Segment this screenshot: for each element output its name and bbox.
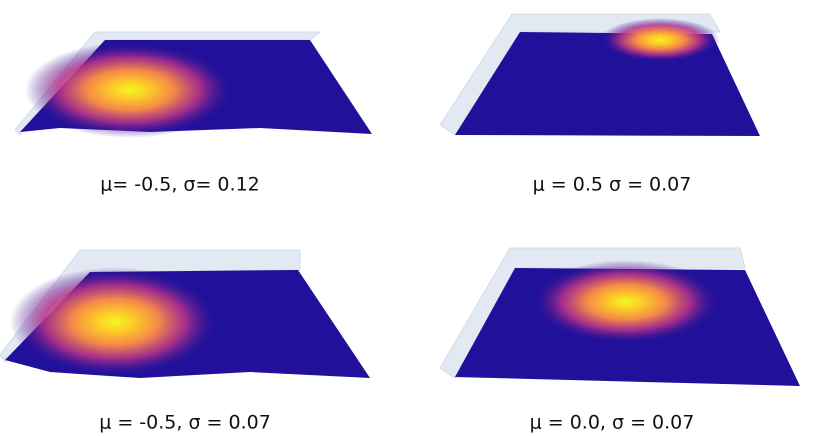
caption: μ = 0.0, σ = 0.07	[530, 412, 695, 434]
surface-plot: μ = -0.5, σ = 0.07	[0, 249, 370, 434]
surface-peak	[600, 18, 720, 62]
surface-plot: μ = 0.5 σ = 0.07	[439, 13, 760, 196]
caption: μ= -0.5, σ= 0.12	[100, 174, 260, 196]
surface-plot: μ= -0.5, σ= 0.12	[14, 31, 372, 196]
caption: μ = -0.5, σ = 0.07	[99, 412, 271, 434]
surface-peak	[25, 42, 235, 138]
surface-peak	[531, 260, 721, 344]
caption: μ = 0.5 σ = 0.07	[533, 174, 692, 196]
surface-peak	[10, 267, 220, 377]
surface-plot: μ = 0.0, σ = 0.07	[439, 247, 800, 434]
back-wall	[439, 247, 746, 379]
